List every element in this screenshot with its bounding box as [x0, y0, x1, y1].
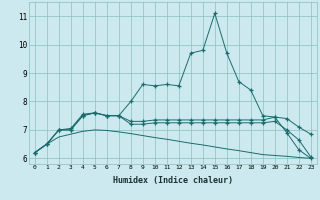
X-axis label: Humidex (Indice chaleur): Humidex (Indice chaleur) — [113, 176, 233, 185]
